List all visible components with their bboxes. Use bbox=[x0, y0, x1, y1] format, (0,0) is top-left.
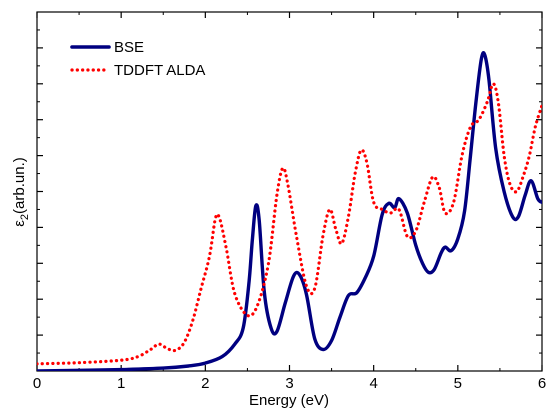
y-axis-symbol: ε bbox=[11, 220, 28, 227]
axis-ticks: 0 1 2 3 4 5 6 bbox=[33, 12, 546, 392]
series-line-tddft-alda bbox=[37, 82, 542, 366]
legend-label-tddft-alda: TDDFT ALDA bbox=[114, 62, 205, 79]
series-line-bse bbox=[37, 51, 542, 371]
x-tick-label: 1 bbox=[117, 375, 125, 392]
y-axis-subscript: 2 bbox=[19, 214, 31, 220]
y-axis-unit: (arb.un.) bbox=[11, 157, 28, 214]
x-tick-label: 4 bbox=[369, 375, 377, 392]
series-layer bbox=[37, 51, 542, 371]
x-tick-label: 0 bbox=[33, 375, 41, 392]
x-tick-label: 6 bbox=[538, 375, 546, 392]
x-tick-label: 3 bbox=[285, 375, 293, 392]
x-tick-label: 5 bbox=[454, 375, 462, 392]
x-tick-label: 2 bbox=[201, 375, 209, 392]
legend-label-bse: BSE bbox=[114, 39, 144, 56]
x-axis-title: Energy (eV) bbox=[249, 392, 329, 409]
legend: BSE TDDFT ALDA bbox=[70, 39, 205, 79]
y-axis-title: ε2(arb.un.) bbox=[11, 157, 31, 227]
